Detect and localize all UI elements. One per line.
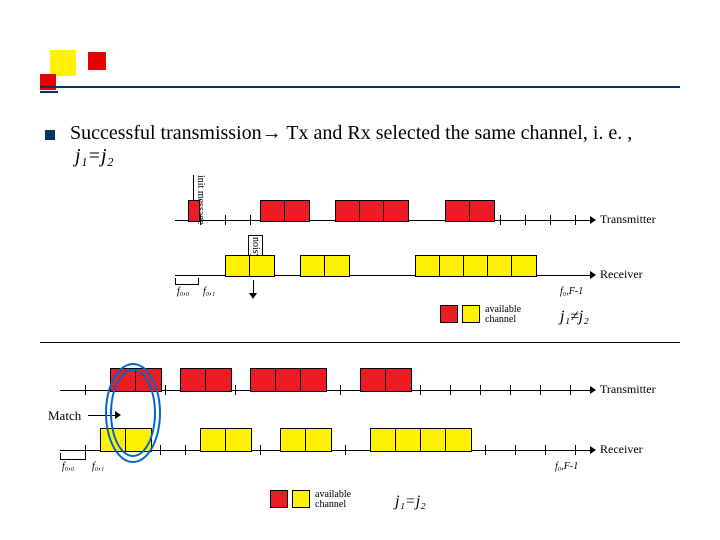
tick <box>550 215 551 225</box>
d1-rx-box <box>324 255 350 277</box>
d2-rx-box <box>200 428 227 452</box>
tick <box>485 445 486 455</box>
d2-rx-box <box>420 428 447 452</box>
d1-tx-box <box>359 200 385 222</box>
tick <box>200 215 201 225</box>
tick <box>540 385 541 395</box>
d1-tx-box <box>284 200 310 222</box>
d2-legend-label: availablechannel <box>315 490 351 510</box>
header-square-yellow <box>50 50 76 76</box>
tick <box>340 385 341 395</box>
d1-rx-box <box>300 255 326 277</box>
d2-rx-label: Receiver <box>600 442 643 457</box>
bullet-j1j2: j₁=j₂ <box>70 145 114 167</box>
d2-f01: f₀,₁ <box>92 461 104 472</box>
d1-f01: f₀,₁ <box>203 286 215 297</box>
tick <box>510 385 511 395</box>
tick <box>235 385 236 395</box>
d1-rx-box <box>487 255 513 277</box>
d2-tx-box <box>275 368 302 392</box>
tick <box>420 385 421 395</box>
header-square-red-1 <box>88 52 106 70</box>
tick <box>525 215 526 225</box>
tick <box>185 445 186 455</box>
d2-legend-red <box>270 490 288 508</box>
d1-tx-box <box>469 200 495 222</box>
d1-rx-box <box>249 255 275 277</box>
d1-rx-box <box>463 255 489 277</box>
d2-legend-yellow <box>292 490 310 508</box>
tick <box>260 445 261 455</box>
tick <box>500 215 501 225</box>
tick <box>515 445 516 455</box>
tick <box>85 385 86 395</box>
d1-rx-box <box>439 255 465 277</box>
d2-tx-box <box>180 368 207 392</box>
header-line-2 <box>40 91 58 93</box>
d2-tx-box <box>205 368 232 392</box>
d2-rx-box <box>370 428 397 452</box>
f00-bracket2 <box>60 459 86 460</box>
d2-rx-box <box>445 428 472 452</box>
d2-j1eqj2: j₁=j₂ <box>395 493 426 511</box>
d1-tx-box <box>335 200 361 222</box>
tick <box>575 445 576 455</box>
d2-f0F1: f₀,F-1 <box>555 461 578 472</box>
tick <box>570 385 571 395</box>
bullet-text: Successful transmission→ Tx and Rx selec… <box>70 122 632 144</box>
d1-legend-label: availablechannel <box>485 305 521 325</box>
d1-j1neqj2: j₁≠j₂ <box>560 308 589 326</box>
d2-tx-arrow <box>590 386 596 394</box>
bullet-text-line: Successful transmission→ Tx and Rx selec… <box>70 122 650 168</box>
d2-tx-box <box>385 368 412 392</box>
d1-rx-box <box>225 255 251 277</box>
d1-f0F1: f₀,F-1 <box>560 286 583 297</box>
d1-rx-box <box>415 255 441 277</box>
match-label: Match <box>48 408 81 424</box>
d2-tx-box <box>250 368 277 392</box>
d2-rx-box <box>305 428 332 452</box>
bullet-icon <box>45 130 55 140</box>
f00-bracket <box>175 284 199 285</box>
d1-tx-box <box>445 200 471 222</box>
match-ellipse-inner <box>110 369 156 457</box>
tick <box>85 445 86 455</box>
d2-rx-box <box>395 428 422 452</box>
d1-rx-arrow <box>590 271 596 279</box>
d1-legend-red <box>440 305 458 323</box>
tick <box>345 445 346 455</box>
d2-tx-box <box>360 368 387 392</box>
d1-tx-arrow <box>590 216 596 224</box>
tick <box>225 215 226 225</box>
tick <box>545 445 546 455</box>
d2-rx-box <box>225 428 252 452</box>
tick <box>480 385 481 395</box>
d2-f00: f₀,₀ <box>62 461 74 472</box>
d1-rx-box <box>511 255 537 277</box>
header-line-1 <box>40 86 680 88</box>
d1-legend-yellow <box>462 305 480 323</box>
d2-rx-arrow <box>590 446 596 454</box>
d2-rx-box <box>280 428 307 452</box>
d1-tx-label: Transmitter <box>600 212 656 227</box>
noisy-arrow-head <box>249 293 257 299</box>
separator-line <box>40 342 680 343</box>
d1-tx-box <box>260 200 286 222</box>
tick <box>160 445 161 455</box>
tick <box>250 215 251 225</box>
d1-rx-label: Receiver <box>600 267 643 282</box>
tick <box>575 215 576 225</box>
d2-tx-box <box>300 368 327 392</box>
d1-tx-box <box>383 200 409 222</box>
d1-tx-box <box>188 200 200 222</box>
tick <box>165 385 166 395</box>
d1-f00: f₀,₀ <box>177 286 189 297</box>
d2-tx-label: Transmitter <box>600 382 656 397</box>
tick <box>450 385 451 395</box>
